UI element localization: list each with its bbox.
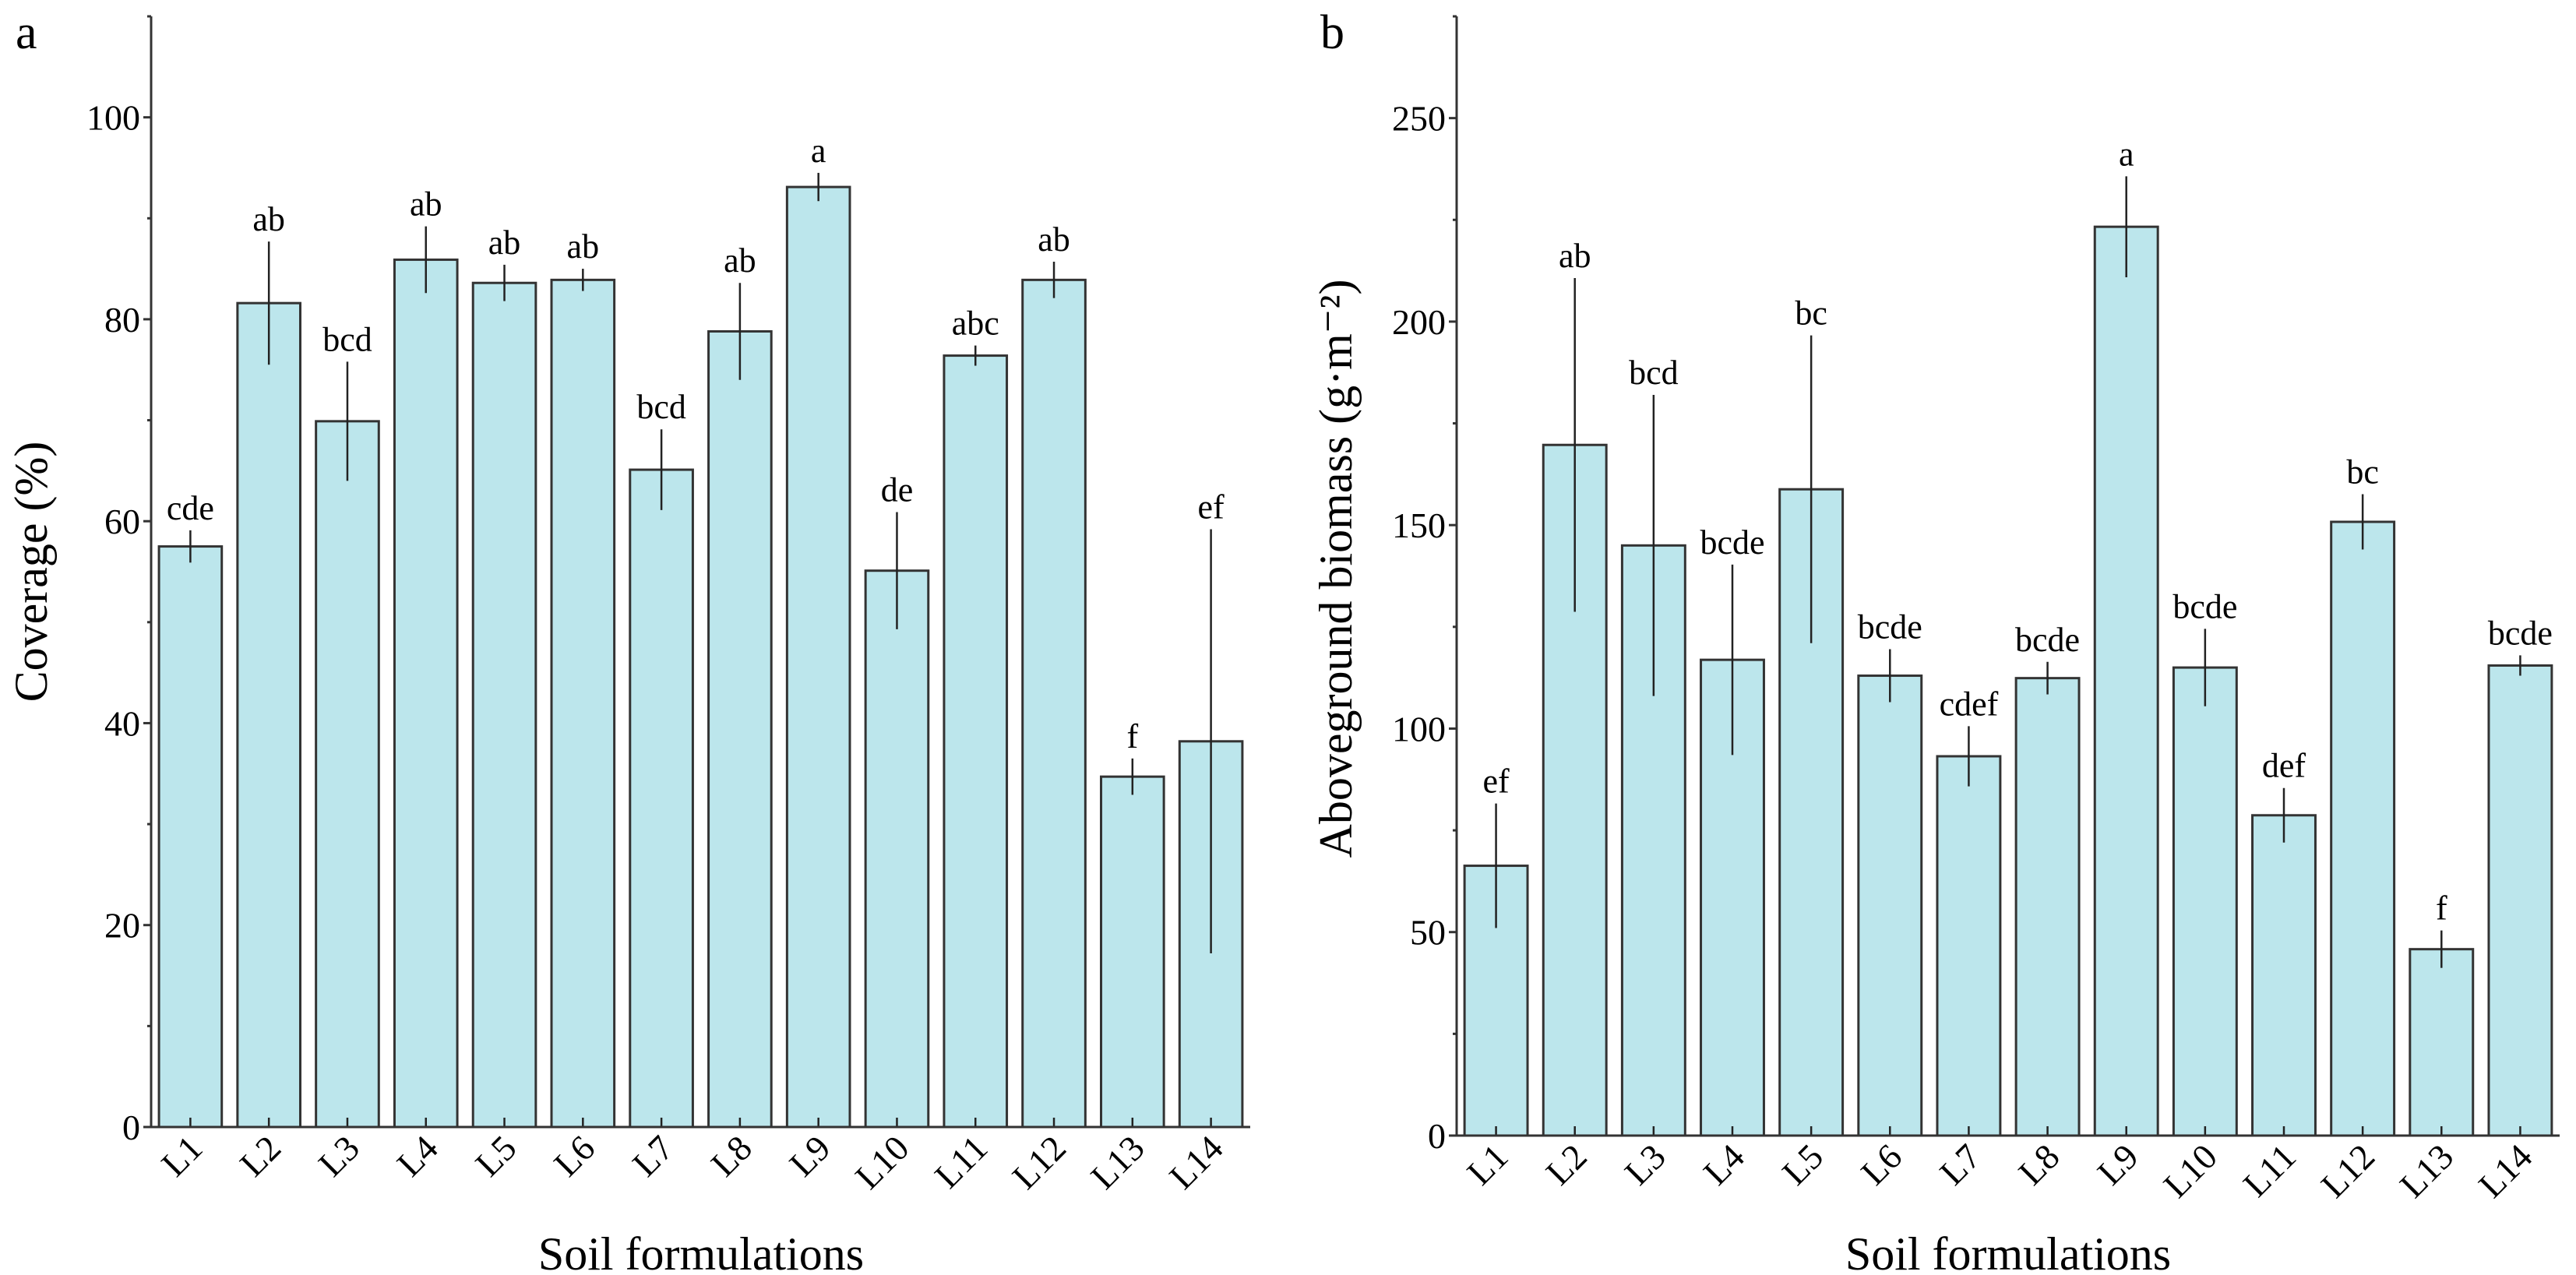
x-axis-title: Soil formulations (538, 1228, 864, 1275)
significance-label: ef (1482, 763, 1510, 801)
x-tick-label: L4 (1696, 1136, 1752, 1192)
bar-L14 (2487, 664, 2553, 1137)
biomass-chart: b Soil formulations Aboveground biomass … (1310, 6, 2560, 1275)
significance-label: cdef (1940, 685, 1999, 723)
significance-label: ab (724, 241, 756, 280)
y-tick-label: 100 (86, 98, 140, 138)
x-tick-label: L14 (1161, 1128, 1230, 1196)
significance-label: bcde (1858, 608, 1922, 646)
x-tick-label: L10 (2155, 1136, 2224, 1205)
x-tick-label: L9 (782, 1128, 838, 1184)
y-tick-label: 250 (1392, 99, 1446, 139)
y-axis-title: Coverage (%) (5, 442, 57, 703)
y-tick-label: 50 (1410, 913, 1446, 953)
y-tick-label: 100 (1392, 709, 1446, 748)
significance-label: bcd (1629, 354, 1679, 392)
significance-label: ab (1559, 237, 1591, 275)
significance-label: f (1126, 717, 1138, 755)
bar-L10 (2172, 666, 2238, 1137)
significance-label: bc (2346, 453, 2379, 491)
bar-L12 (2330, 520, 2396, 1137)
significance-label: bcde (1700, 523, 1764, 562)
bar-L7 (629, 468, 694, 1129)
significance-label: bcd (636, 388, 686, 426)
x-tick-label: L9 (2090, 1136, 2146, 1192)
x-tick-label: L11 (2236, 1136, 2303, 1204)
significance-label: f (2436, 889, 2447, 928)
significance-label: ab (252, 200, 285, 238)
bar-L7 (1936, 755, 2002, 1137)
y-axis-title: Aboveground biomass (g·m⁻²) (1310, 280, 1362, 858)
significance-label: bcd (322, 320, 372, 358)
x-tick-label: L8 (2010, 1136, 2067, 1192)
x-tick-label: L12 (2313, 1136, 2382, 1205)
significance-label: ab (488, 224, 521, 262)
y-tick-label: 200 (1392, 302, 1446, 342)
x-tick-label: L7 (625, 1128, 681, 1184)
significance-label: ab (567, 227, 600, 266)
bar-L11 (2251, 814, 2317, 1137)
y-tick-label: 20 (104, 906, 140, 946)
x-tick-label: L2 (1538, 1136, 1595, 1192)
bar-L10 (864, 569, 930, 1129)
x-tick-label: L3 (311, 1128, 367, 1184)
bar-L11 (943, 354, 1009, 1129)
x-tick-label: L10 (848, 1128, 916, 1196)
x-tick-label: L4 (389, 1128, 446, 1184)
panel-label-b: b (1320, 6, 1344, 59)
significance-label: bcde (2488, 614, 2553, 652)
bar-L1 (157, 545, 224, 1129)
significance-label: a (2119, 135, 2134, 173)
bar-L2 (236, 301, 301, 1129)
x-tick-label: L12 (1005, 1128, 1073, 1196)
significance-label: abc (952, 305, 999, 343)
x-tick-label: L14 (2471, 1136, 2539, 1205)
x-tick-label: L6 (546, 1128, 602, 1184)
x-tick-label: L2 (232, 1128, 288, 1184)
x-tick-label: L7 (1932, 1136, 1988, 1192)
x-tick-label: L11 (927, 1128, 995, 1196)
bar-L5 (471, 281, 537, 1129)
coverage-chart: a Soil formulations Coverage (%) cdeL1ab… (5, 6, 1250, 1275)
bar-L6 (1857, 674, 1923, 1137)
significance-label: ab (1038, 220, 1070, 259)
significance-label: cde (167, 489, 214, 527)
panel-label-a: a (16, 6, 37, 59)
x-tick-label: L13 (2392, 1136, 2461, 1205)
bar-L9 (2093, 225, 2159, 1137)
significance-label: bcde (2173, 587, 2237, 625)
x-tick-label: L3 (1617, 1136, 1673, 1192)
significance-label: a (811, 132, 826, 170)
x-axis-title: Soil formulations (1845, 1228, 2171, 1275)
significance-label: de (881, 471, 914, 509)
y-tick-label: 150 (1392, 505, 1446, 545)
y-tick-label: 80 (104, 300, 140, 340)
bar-L12 (1021, 278, 1087, 1129)
bar-L13 (2409, 948, 2475, 1137)
x-tick-label: L13 (1083, 1128, 1151, 1196)
bar-L3 (315, 420, 380, 1129)
significance-label: bc (1795, 294, 1827, 333)
y-tick-label: 60 (104, 502, 140, 541)
y-tick-label: 0 (122, 1108, 140, 1147)
x-tick-label: L8 (703, 1128, 759, 1184)
x-tick-label: L5 (467, 1128, 523, 1184)
x-tick-label: L5 (1774, 1136, 1831, 1192)
significance-label: ef (1198, 488, 1225, 527)
y-tick-label: 40 (104, 703, 140, 743)
bar-L9 (785, 185, 851, 1129)
bar-L8 (707, 329, 773, 1129)
x-tick-label: L6 (1853, 1136, 1909, 1192)
x-tick-label: L1 (153, 1128, 210, 1184)
significance-label: def (2262, 747, 2306, 785)
bar-L4 (393, 258, 459, 1129)
bar-L6 (550, 278, 616, 1129)
bar-L13 (1100, 775, 1165, 1129)
significance-label: bcde (2015, 621, 2080, 659)
y-tick-label: 0 (1428, 1116, 1446, 1156)
significance-label: ab (410, 185, 442, 224)
bar-L8 (2014, 677, 2081, 1137)
x-tick-label: L1 (1459, 1136, 1515, 1192)
